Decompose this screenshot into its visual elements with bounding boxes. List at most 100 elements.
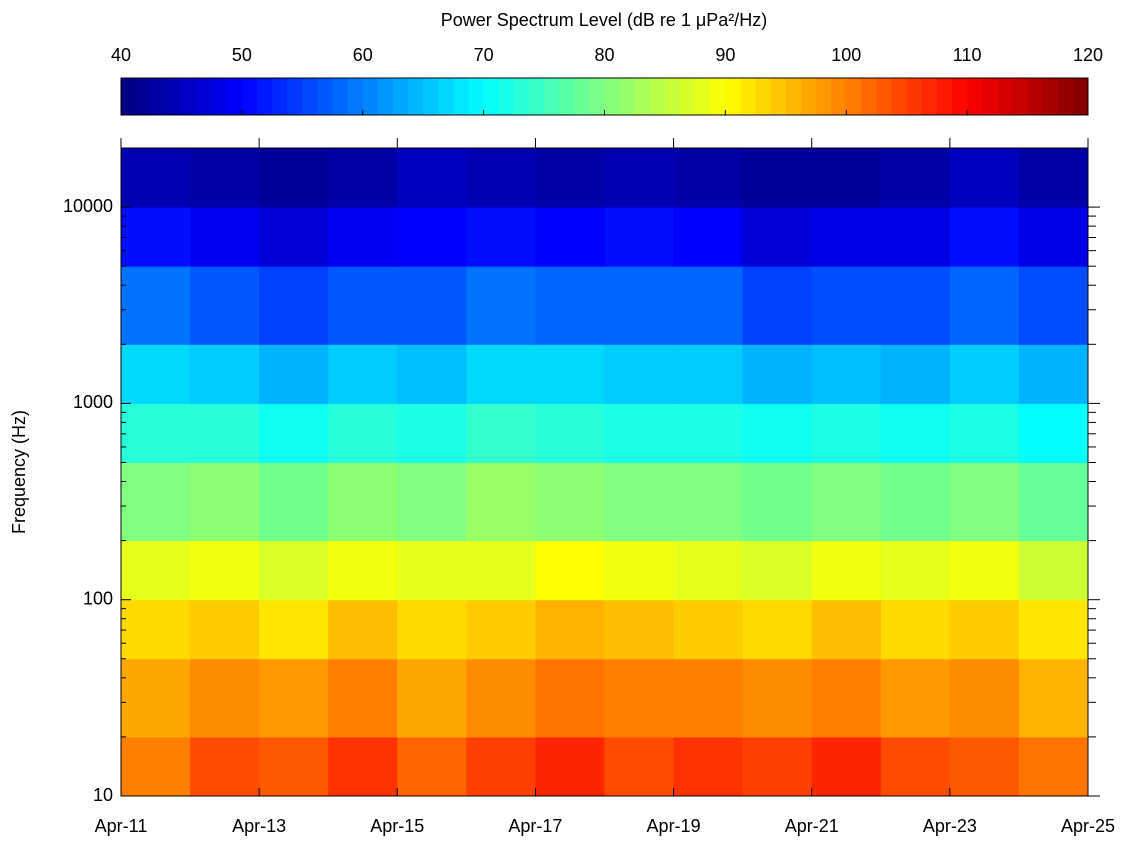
spectrogram-cell (121, 207, 191, 267)
colorbar-segment (408, 78, 424, 115)
colorbar-tick-label: 110 (953, 45, 982, 65)
colorbar-segment (151, 78, 167, 115)
colorbar-tick-label: 80 (594, 45, 614, 65)
spectrogram-cell (466, 344, 536, 404)
spectrogram-cell (949, 736, 1020, 797)
spectrogram-cell (1018, 403, 1089, 463)
colorbar-segment (1012, 78, 1029, 115)
colorbar-segment (921, 78, 938, 115)
colorbar-segment (589, 78, 605, 115)
colorbar-segment (256, 78, 273, 115)
x-tick-label: Apr-25 (1061, 816, 1115, 836)
colorbar-segment (241, 78, 258, 115)
colorbar-segment (967, 78, 983, 115)
x-tick-label: Apr-13 (232, 816, 286, 836)
colorbar-segment (166, 78, 182, 115)
spectrogram-cell (880, 403, 951, 463)
colorbar-segment (287, 78, 303, 115)
colorbar-tick-label: 100 (831, 45, 861, 65)
spectrogram-cell (535, 462, 605, 542)
colorbar-segment (136, 78, 152, 115)
colorbar-segment (332, 78, 349, 115)
y-axis-label: Frequency (Hz) (9, 410, 29, 534)
spectrogram-cell (328, 266, 398, 345)
colorbar-segment (226, 78, 243, 115)
spectrogram-cell (466, 658, 536, 738)
y-tick-label: 10000 (63, 196, 113, 216)
spectrogram-cell (535, 148, 605, 208)
colorbar-segment (272, 78, 288, 115)
spectrogram-cell (190, 658, 260, 738)
spectrogram-cell (397, 736, 467, 797)
spectrogram-cell (880, 599, 951, 660)
spectrogram-cell (121, 266, 191, 345)
spectrogram-cell (328, 207, 398, 267)
spectrogram-cell (190, 462, 260, 542)
spectrogram-cell (466, 462, 536, 542)
spectrogram-cell (949, 658, 1020, 738)
spectrogram-cell (121, 736, 191, 797)
x-tick-label: Apr-23 (923, 816, 977, 836)
spectrogram-cell (466, 599, 536, 660)
x-tick-label: Apr-17 (508, 816, 562, 836)
colorbar-segment (740, 78, 757, 115)
spectrogram-cell (742, 403, 813, 463)
colorbar-segment (755, 78, 772, 115)
colorbar-segment (770, 78, 787, 115)
spectrogram-cell (1018, 207, 1089, 267)
colorbar-segment (634, 78, 651, 115)
colorbar-segment (468, 78, 485, 115)
spectrogram-cell (397, 344, 467, 404)
x-tick-label: Apr-19 (647, 816, 701, 836)
spectrogram-cell (673, 207, 744, 267)
spectrogram-cell (466, 148, 536, 208)
spectrogram-cell (1018, 344, 1089, 404)
colorbar-segment (438, 78, 454, 115)
y-tick-label: 1000 (73, 392, 113, 412)
spectrogram-cell (949, 462, 1020, 542)
spectrogram-cell (190, 403, 260, 463)
spectrogram-cell (604, 344, 675, 404)
spectrogram-cell (397, 403, 467, 463)
spectrogram-cell (811, 207, 882, 267)
colorbar-segment (211, 78, 228, 115)
spectrogram-cell (259, 736, 329, 797)
spectrogram-cell (121, 658, 191, 738)
spectrogram-cell (328, 736, 398, 797)
colorbar-segment (831, 78, 847, 115)
colorbar-segment (604, 78, 621, 115)
spectrogram-cell (604, 599, 675, 660)
spectrogram-cell (811, 599, 882, 660)
spectrogram-cell (190, 207, 260, 267)
spectrogram-cell (397, 599, 467, 660)
spectrogram-cell (1018, 736, 1089, 797)
spectrogram-cell (397, 266, 467, 345)
y-tick-label: 10 (93, 785, 113, 805)
colorbar-tick-label: 90 (715, 45, 735, 65)
spectrogram-cell (397, 658, 467, 738)
spectrogram-cell (190, 148, 260, 208)
spectrogram-cell (949, 403, 1020, 463)
spectrogram-cell (949, 266, 1020, 345)
spectrogram-cell (190, 540, 260, 601)
colorbar-segment (800, 78, 817, 115)
spectrogram-cell (673, 658, 744, 738)
spectrogram-cell (673, 540, 744, 601)
spectrogram-cell (811, 266, 882, 345)
colorbar-segment (302, 78, 318, 115)
spectrogram-cell (673, 266, 744, 345)
colorbar-segment (725, 78, 741, 115)
spectrogram-cell (604, 736, 675, 797)
spectrogram-cell (535, 658, 605, 738)
x-tick-label: Apr-15 (370, 816, 424, 836)
colorbar-segment (453, 78, 470, 115)
spectrogram-cell (121, 540, 191, 601)
colorbar-segment (906, 78, 923, 115)
spectrogram-cell (742, 266, 813, 345)
spectrogram-cell (811, 462, 882, 542)
spectrogram-cell (328, 403, 398, 463)
spectrogram-cell (880, 736, 951, 797)
colorbar-tick-label: 120 (1073, 45, 1103, 65)
colorbar-segment (544, 78, 560, 115)
spectrogram-cell (1018, 148, 1089, 208)
